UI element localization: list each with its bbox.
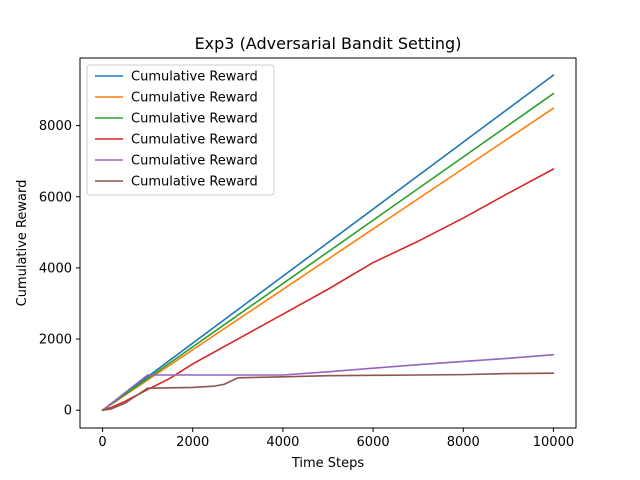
legend-label-6: Cumulative Reward: [131, 175, 258, 190]
x-axis: 0 2000 4000 6000 8000 10000: [98, 428, 574, 450]
legend-label-2: Cumulative Reward: [131, 91, 258, 106]
series-line-1: [101, 74, 555, 412]
x-tick-label: 8000: [447, 435, 480, 450]
y-tick-label: 4000: [39, 261, 72, 276]
chart-title: Exp3 (Adversarial Bandit Setting): [195, 34, 462, 53]
y-tick-label: 6000: [39, 190, 72, 205]
y-tick-label: 2000: [39, 333, 72, 348]
x-tick-label: 0: [98, 435, 106, 450]
y-axis: 0 2000 4000 6000 8000: [39, 119, 80, 419]
x-tick-label: 10000: [533, 435, 574, 450]
plot-series: [101, 74, 555, 412]
series-line-6: [101, 372, 555, 412]
series-line-4: [101, 168, 555, 412]
plot-frame: [79, 57, 577, 429]
legend-label-3: Cumulative Reward: [131, 112, 258, 127]
legend: Cumulative Reward Cumulative Reward Cumula…: [86, 64, 275, 196]
y-tick-label: 8000: [39, 119, 72, 134]
x-tick-label: 4000: [266, 435, 299, 450]
series-line-2: [101, 107, 555, 412]
legend-label-1: Cumulative Reward: [131, 70, 258, 85]
legend-box: [86, 64, 275, 196]
series-line-5: [101, 353, 555, 412]
series-line-3: [101, 92, 555, 412]
legend-label-4: Cumulative Reward: [131, 133, 258, 148]
y-axis-label: Cumulative Reward: [15, 180, 30, 307]
x-tick-label: 2000: [176, 435, 209, 450]
legend-label-5: Cumulative Reward: [131, 154, 258, 169]
x-tick-label: 6000: [357, 435, 390, 450]
y-tick-label: 0: [64, 404, 72, 419]
x-axis-label: Time Steps: [291, 456, 365, 471]
